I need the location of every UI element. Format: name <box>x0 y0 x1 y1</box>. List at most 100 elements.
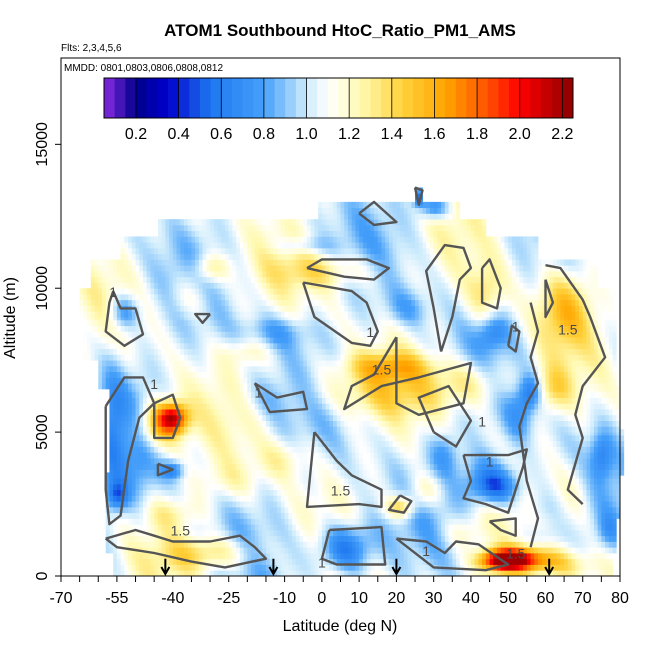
heatmap-cell <box>210 403 215 410</box>
heatmap-cell <box>139 426 144 433</box>
heatmap-cell <box>262 371 267 378</box>
heatmap-cell <box>303 458 308 465</box>
heatmap-cell <box>567 547 572 554</box>
heatmap-cell <box>444 501 449 508</box>
heatmap-cell <box>426 383 431 390</box>
heatmap-cell <box>377 397 382 404</box>
heatmap-cell <box>217 463 222 470</box>
heatmap-cell <box>388 383 394 390</box>
heatmap-cell <box>288 483 293 491</box>
heatmap-cell <box>441 463 446 470</box>
heatmap-cell <box>262 469 267 476</box>
heatmap-cell <box>351 434 356 442</box>
heatmap-cell <box>254 371 259 378</box>
heatmap-cell <box>556 535 561 542</box>
heatmap-cell <box>172 495 177 502</box>
heatmap-cell <box>265 483 271 491</box>
heatmap-cell <box>448 397 453 404</box>
heatmap-cell <box>601 501 606 508</box>
heatmap-cell <box>131 518 136 525</box>
heatmap-cell <box>232 483 237 491</box>
heatmap-cell <box>280 469 285 476</box>
heatmap-cell <box>180 371 185 378</box>
heatmap-cell <box>243 426 248 433</box>
heatmap-cell <box>407 391 412 398</box>
heatmap-cell <box>474 434 479 442</box>
heatmap-cell <box>429 558 435 565</box>
heatmap-cell <box>191 564 196 571</box>
heatmap-cell <box>515 420 520 427</box>
heatmap-cell <box>593 541 599 548</box>
heatmap-cell <box>422 506 427 514</box>
heatmap-cell <box>351 391 356 398</box>
heatmap-cell <box>236 495 241 502</box>
heatmap-cell <box>456 452 461 459</box>
heatmap-cell <box>280 403 285 410</box>
heatmap-cell <box>288 463 293 470</box>
heatmap-cell <box>247 469 252 476</box>
heatmap-cell <box>333 391 338 398</box>
heatmap-cell <box>210 469 215 476</box>
heatmap-cell <box>582 558 587 565</box>
heatmap-cell <box>321 391 326 398</box>
heatmap-cell <box>116 564 122 571</box>
heatmap-cell <box>597 552 602 560</box>
heatmap-cell <box>616 478 621 485</box>
heatmap-cell <box>258 547 263 554</box>
heatmap-cell <box>221 501 226 508</box>
heatmap-cell <box>146 403 151 410</box>
heatmap-cell <box>545 489 550 496</box>
heatmap-cell <box>265 452 271 459</box>
heatmap-cell <box>251 478 256 485</box>
heatmap-cell <box>452 426 457 433</box>
heatmap-cell <box>183 377 189 384</box>
heatmap-cell <box>612 397 617 404</box>
heatmap-cell <box>321 452 326 459</box>
heatmap-cell <box>426 541 431 548</box>
heatmap-cell <box>359 529 364 537</box>
heatmap-cell <box>154 391 159 398</box>
heatmap-cell <box>321 446 326 453</box>
heatmap-cell <box>556 391 561 398</box>
heatmap-cell <box>142 478 148 485</box>
heatmap-cell <box>519 403 524 410</box>
heatmap-cell <box>120 409 125 416</box>
heatmap-cell <box>180 383 185 390</box>
heatmap-cell <box>224 458 230 465</box>
heatmap-cell <box>284 446 289 453</box>
heatmap-cell <box>504 512 509 519</box>
heatmap-cell <box>247 434 252 442</box>
heatmap-cell <box>336 463 341 470</box>
heatmap-cell <box>448 547 453 554</box>
heatmap-cell <box>549 541 554 548</box>
heatmap-cell <box>429 383 435 390</box>
heatmap-cell <box>131 564 136 571</box>
heatmap-cell <box>105 371 110 378</box>
heatmap-cell <box>176 434 181 442</box>
heatmap-cell <box>586 458 591 465</box>
heatmap-cell <box>176 535 181 542</box>
heatmap-cell <box>228 552 233 560</box>
heatmap-cell <box>105 518 110 525</box>
heatmap-cell <box>243 495 248 502</box>
heatmap-cell <box>456 489 461 496</box>
heatmap-cell <box>523 383 528 390</box>
heatmap-cell <box>217 547 222 554</box>
heatmap-cell <box>306 547 312 554</box>
heatmap-cell <box>381 397 386 404</box>
heatmap-cell <box>124 495 129 502</box>
heatmap-cell <box>437 552 442 560</box>
heatmap-cell <box>593 403 599 410</box>
heatmap-cell <box>452 440 457 447</box>
heatmap-cell <box>251 463 256 470</box>
heatmap-cell <box>295 391 300 398</box>
heatmap-cell <box>422 463 427 470</box>
heatmap-cell <box>437 403 442 410</box>
heatmap-cell <box>269 377 274 384</box>
heatmap-cell <box>590 489 595 496</box>
heatmap-cell <box>206 501 211 508</box>
heatmap-cell <box>109 547 114 554</box>
heatmap-cell <box>362 426 367 433</box>
heatmap-cell <box>169 524 174 531</box>
heatmap-cell <box>269 489 274 496</box>
